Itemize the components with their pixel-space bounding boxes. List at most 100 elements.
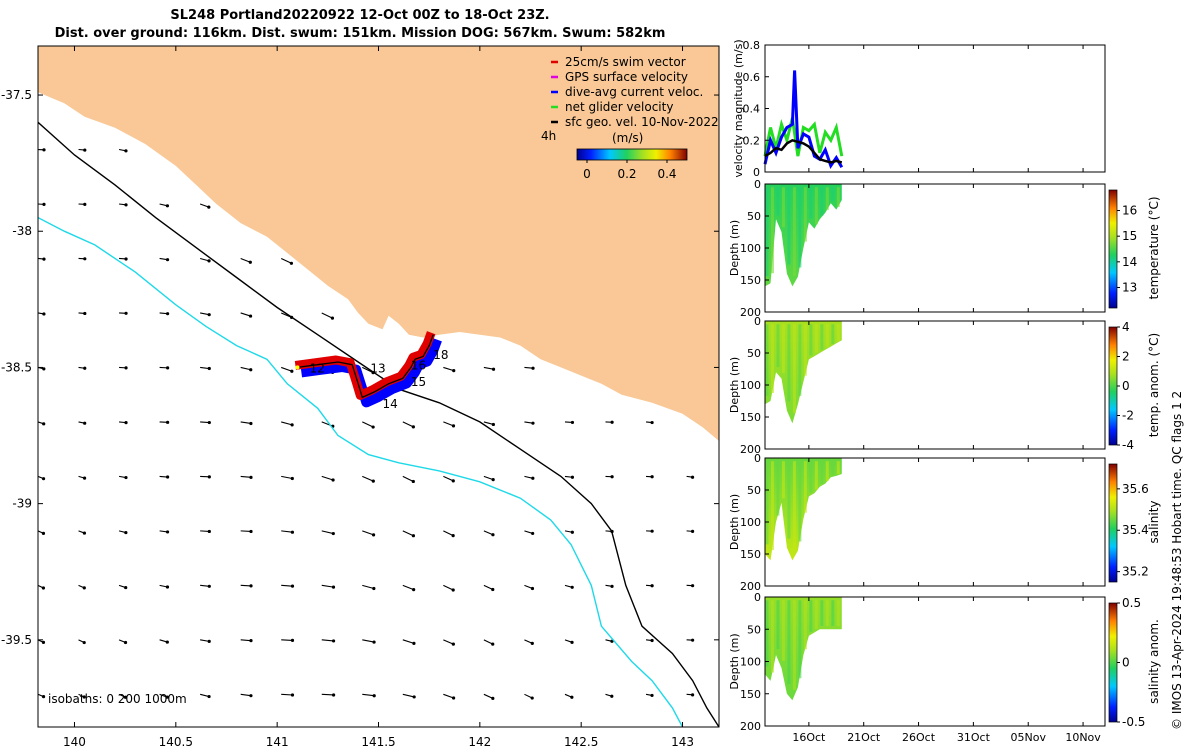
geo-arrow bbox=[281, 366, 293, 372]
geo-arrow-head bbox=[531, 366, 535, 370]
colorbar-tick-label: 35.4 bbox=[1122, 523, 1149, 537]
geo-arrow-head bbox=[249, 584, 253, 588]
y-tick-label: 0 bbox=[754, 315, 761, 328]
geo-arrow-head bbox=[42, 202, 46, 206]
salinity-anomaly-panel: 0 50 100 150 200 Depth (m) -0.5 0 0.5 salinity an… bbox=[728, 591, 1161, 744]
geo-arrow-head bbox=[451, 479, 455, 483]
geo-arrow bbox=[240, 475, 252, 478]
geo-arrow-head bbox=[570, 530, 574, 534]
geo-arrow-head bbox=[248, 260, 252, 264]
map-x-tick-label: 142 bbox=[468, 735, 491, 749]
geo-arrow bbox=[483, 693, 494, 699]
geo-arrow-head bbox=[290, 423, 294, 427]
geo-arrow-head bbox=[650, 584, 654, 588]
geo-arrow-head bbox=[491, 422, 495, 427]
geo-arrow-head bbox=[491, 587, 495, 592]
geo-arrow bbox=[402, 584, 414, 591]
geo-arrow-head bbox=[248, 314, 253, 318]
y-tick-label: 200 bbox=[740, 580, 761, 593]
y-tick-label: 0 bbox=[754, 591, 761, 604]
geo-arrow-head bbox=[411, 425, 415, 429]
geo-arrow-head bbox=[207, 584, 211, 588]
geo-arrow-head bbox=[124, 257, 128, 261]
geo-arrow-head bbox=[83, 257, 87, 261]
geo-arrow-head bbox=[42, 422, 46, 426]
panel-frame bbox=[764, 596, 1106, 727]
velocity-series-sfc-geo-vel- bbox=[764, 138, 843, 164]
map-x-tick-label: 142.5 bbox=[564, 735, 598, 749]
colorbar bbox=[1108, 463, 1118, 583]
geo-arrow-head bbox=[290, 530, 295, 534]
geo-arrow-head bbox=[207, 529, 211, 534]
geo-arrow-head bbox=[123, 640, 128, 645]
geo-arrow-head bbox=[166, 475, 170, 479]
geo-arrow bbox=[281, 693, 293, 696]
colorbar-tick-label: 35.6 bbox=[1122, 482, 1149, 496]
y-tick-label: 50 bbox=[747, 484, 761, 497]
colorbar-tick-label: 16 bbox=[1122, 204, 1137, 218]
map-y-tick-label: -39.5 bbox=[1, 633, 32, 647]
geo-arrow bbox=[402, 421, 414, 428]
geo-arrow-head bbox=[650, 638, 654, 643]
colorbar-tick-label: 4 bbox=[1122, 320, 1130, 334]
geo-arrow-head bbox=[690, 693, 695, 697]
geo-arrow bbox=[443, 421, 454, 427]
geo-arrow bbox=[240, 693, 252, 697]
geo-arrow-head bbox=[207, 259, 211, 263]
y-tick-label: 0.8 bbox=[743, 39, 761, 52]
geo-arrow bbox=[443, 530, 454, 537]
geo-arrow bbox=[240, 366, 251, 371]
geo-arrow-head bbox=[570, 585, 574, 589]
map-y-tick-label: -37.5 bbox=[1, 88, 32, 102]
geo-arrow-head bbox=[41, 694, 46, 699]
day-label: 18 bbox=[433, 348, 448, 362]
geo-arrow bbox=[240, 639, 252, 642]
y-tick-label: 0.6 bbox=[743, 71, 761, 84]
salinity-panel: 0 50 100 150 200 Depth (m) 35.2 35.4 35.6 salinit… bbox=[728, 452, 1161, 593]
colorbar-tick-label: -0.5 bbox=[1122, 715, 1145, 729]
y-axis-label: Depth (m) bbox=[728, 220, 741, 276]
geo-arrow-head bbox=[570, 695, 574, 699]
geo-arrow-head bbox=[42, 148, 46, 152]
geo-arrow bbox=[281, 530, 293, 533]
day-label: 16 bbox=[411, 359, 426, 373]
colorbar-tick-label: 0 bbox=[1122, 656, 1130, 670]
geo-arrow-head bbox=[42, 312, 46, 316]
geo-arrow-head bbox=[124, 585, 128, 590]
y-tick-label: 50 bbox=[747, 210, 761, 223]
geo-arrow-head bbox=[207, 366, 211, 371]
y-tick-label: 0 bbox=[753, 166, 760, 179]
map-y-ticks: -37.5 -38 -38.5 -39 -39.5 bbox=[1, 88, 719, 647]
x-tick-label: 10Nov bbox=[1065, 731, 1101, 744]
colorbar-label: temperature (°C) bbox=[1147, 197, 1161, 300]
isobath-1000m bbox=[38, 216, 684, 727]
geo-arrow bbox=[321, 693, 334, 696]
geo-arrow-head bbox=[331, 693, 336, 697]
y-tick-label: 100 bbox=[740, 242, 761, 255]
colorbar-tick-label: -4 bbox=[1122, 438, 1134, 452]
geo-arrow-head bbox=[371, 479, 375, 483]
geo-arrow bbox=[362, 475, 374, 482]
y-tick-label: 100 bbox=[740, 656, 761, 669]
temp-anomaly-panel: 0 50 100 150 200 Depth (m) -4 -2 0 2 4 temp. anom. … bbox=[728, 315, 1161, 456]
x-tick-label: 31Oct bbox=[957, 731, 991, 744]
geo-arrow-head bbox=[690, 475, 695, 479]
geo-arrow bbox=[321, 584, 334, 588]
day-label: 12 bbox=[310, 361, 325, 375]
geo-arrow-head bbox=[610, 694, 614, 698]
geo-arrow-head bbox=[570, 420, 575, 425]
geo-arrow bbox=[402, 530, 414, 537]
geo-arrow-head bbox=[570, 475, 575, 479]
map-x-tick-label: 140.5 bbox=[159, 735, 193, 749]
geo-arrow-head bbox=[610, 639, 614, 643]
geo-arrow-head bbox=[207, 639, 211, 643]
geo-arrow-head bbox=[331, 531, 335, 536]
geo-arrow-head bbox=[41, 640, 46, 644]
colorbar-tick-label: 14 bbox=[1122, 255, 1137, 269]
geo-arrow-head bbox=[207, 475, 211, 479]
geo-arrow-head bbox=[531, 531, 535, 536]
colorbar-tick-label: 0 bbox=[1122, 379, 1130, 393]
geo-arrow-head bbox=[124, 149, 128, 153]
geo-arrow-head bbox=[249, 529, 253, 534]
